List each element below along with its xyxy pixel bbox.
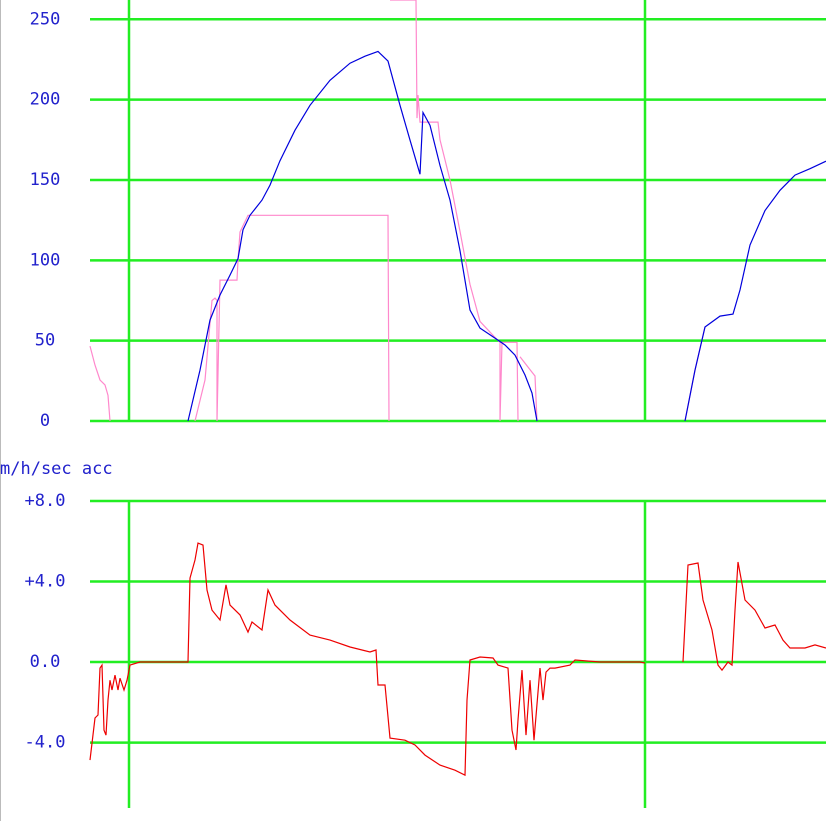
data-line [519,356,538,422]
data-line [194,214,390,422]
y-axis-label: m/h/sec acc [0,459,113,479]
y-tick-label: 0.0 [30,652,61,672]
data-line [89,345,111,422]
y-tick-label: 0 [40,411,50,431]
data-line [684,160,826,422]
data-line [390,0,519,422]
y-tick-label: +4.0 [25,572,66,592]
y-tick-label: 250 [30,9,61,29]
y-tick-label: 150 [30,170,61,190]
y-tick-label: -4.0 [25,733,66,753]
y-tick-label: 200 [30,90,61,110]
y-tick-label: 100 [30,250,61,270]
data-line [682,561,826,672]
data-line [89,542,646,777]
y-tick-label: 50 [35,331,55,351]
data-line [187,50,538,422]
y-tick-label: +8.0 [25,491,66,511]
